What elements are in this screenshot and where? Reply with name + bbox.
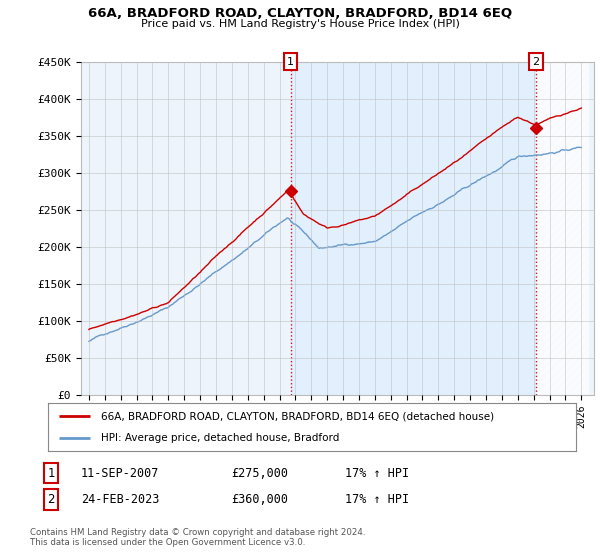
Bar <box>536 62 589 395</box>
Text: 1: 1 <box>47 466 55 480</box>
Text: £360,000: £360,000 <box>231 493 288 506</box>
Text: 11-SEP-2007: 11-SEP-2007 <box>81 466 160 480</box>
Text: HPI: Average price, detached house, Bradford: HPI: Average price, detached house, Brad… <box>101 433 339 443</box>
Text: £275,000: £275,000 <box>231 466 288 480</box>
Text: 17% ↑ HPI: 17% ↑ HPI <box>345 466 409 480</box>
Text: 2: 2 <box>47 493 55 506</box>
Text: 66A, BRADFORD ROAD, CLAYTON, BRADFORD, BD14 6EQ: 66A, BRADFORD ROAD, CLAYTON, BRADFORD, B… <box>88 7 512 20</box>
Text: 1: 1 <box>287 57 294 67</box>
Text: Price paid vs. HM Land Registry's House Price Index (HPI): Price paid vs. HM Land Registry's House … <box>140 19 460 29</box>
Text: 24-FEB-2023: 24-FEB-2023 <box>81 493 160 506</box>
Text: 2: 2 <box>532 57 539 67</box>
Text: Contains HM Land Registry data © Crown copyright and database right 2024.
This d: Contains HM Land Registry data © Crown c… <box>30 528 365 547</box>
Text: 17% ↑ HPI: 17% ↑ HPI <box>345 493 409 506</box>
Text: 66A, BRADFORD ROAD, CLAYTON, BRADFORD, BD14 6EQ (detached house): 66A, BRADFORD ROAD, CLAYTON, BRADFORD, B… <box>101 411 494 421</box>
Bar <box>290 62 536 395</box>
